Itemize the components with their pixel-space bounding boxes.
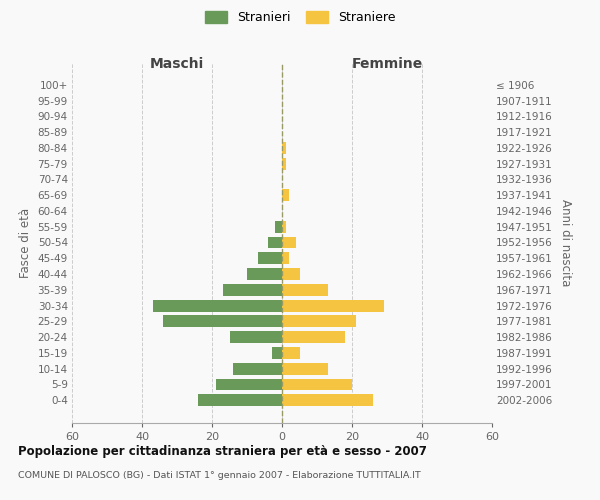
Bar xyxy=(282,268,299,280)
Bar xyxy=(215,378,282,390)
Bar xyxy=(233,363,282,374)
Bar xyxy=(282,190,289,201)
Bar xyxy=(198,394,282,406)
Bar xyxy=(271,347,282,359)
Bar xyxy=(275,221,282,232)
Text: Popolazione per cittadinanza straniera per età e sesso - 2007: Popolazione per cittadinanza straniera p… xyxy=(18,445,427,458)
Bar xyxy=(282,236,296,248)
Bar xyxy=(152,300,282,312)
Bar xyxy=(282,158,286,170)
Bar xyxy=(282,142,286,154)
Text: COMUNE DI PALOSCO (BG) - Dati ISTAT 1° gennaio 2007 - Elaborazione TUTTITALIA.IT: COMUNE DI PALOSCO (BG) - Dati ISTAT 1° g… xyxy=(18,471,421,480)
Text: Femmine: Femmine xyxy=(352,58,422,71)
Bar xyxy=(282,363,328,374)
Bar xyxy=(282,394,373,406)
Y-axis label: Fasce di età: Fasce di età xyxy=(19,208,32,278)
Bar xyxy=(163,316,282,328)
Bar xyxy=(282,221,286,232)
Bar xyxy=(282,284,328,296)
Legend: Stranieri, Straniere: Stranieri, Straniere xyxy=(202,8,398,26)
Bar xyxy=(282,252,289,264)
Bar xyxy=(282,378,352,390)
Text: Maschi: Maschi xyxy=(150,58,204,71)
Bar xyxy=(223,284,282,296)
Bar xyxy=(257,252,282,264)
Bar xyxy=(282,316,355,328)
Bar xyxy=(247,268,282,280)
Bar xyxy=(282,347,299,359)
Bar xyxy=(282,331,345,343)
Bar xyxy=(282,300,383,312)
Bar xyxy=(268,236,282,248)
Y-axis label: Anni di nascita: Anni di nascita xyxy=(559,199,572,286)
Bar xyxy=(229,331,282,343)
